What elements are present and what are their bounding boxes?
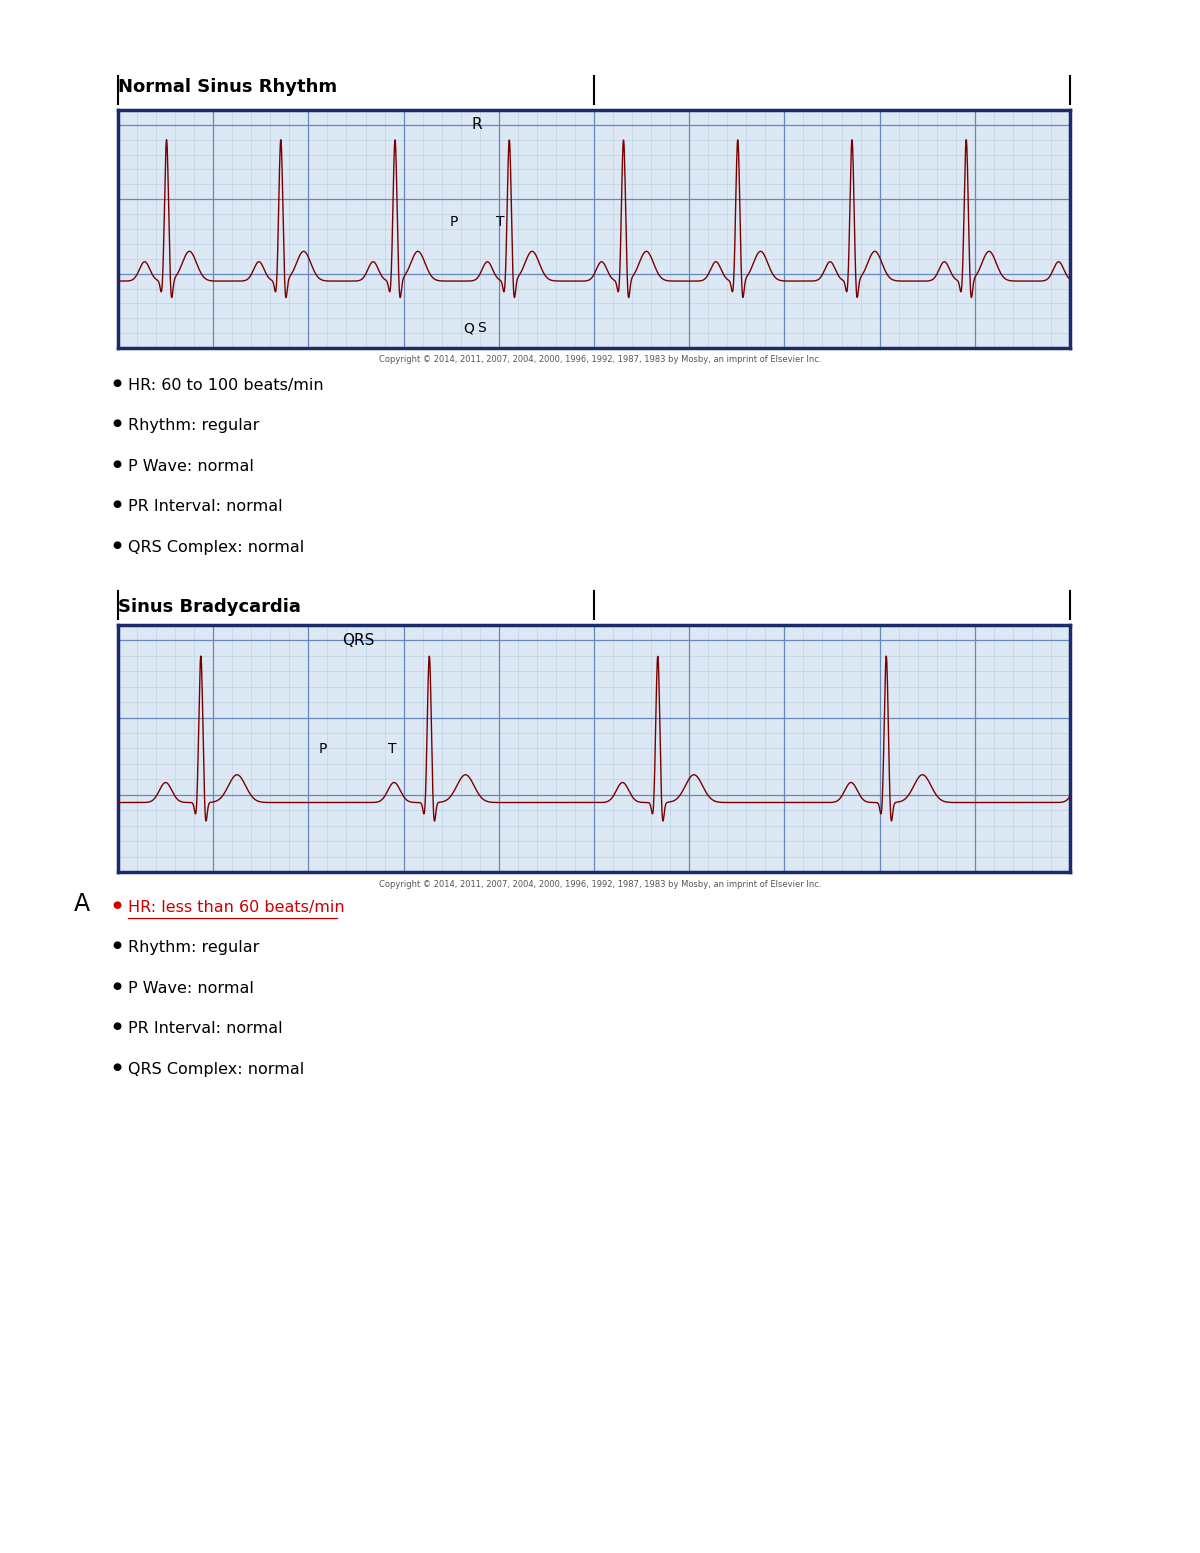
Text: ●: ● [112, 1062, 121, 1072]
Text: QRS: QRS [342, 634, 374, 648]
Text: ●: ● [112, 377, 121, 388]
Text: Rhythm: regular: Rhythm: regular [127, 418, 259, 433]
Text: ●: ● [112, 418, 121, 429]
Text: ●: ● [112, 458, 121, 469]
Text: HR: less than 60 beats/min: HR: less than 60 beats/min [127, 901, 344, 915]
Text: P Wave: normal: P Wave: normal [127, 458, 253, 474]
Text: Rhythm: regular: Rhythm: regular [127, 941, 259, 955]
Text: R: R [472, 118, 482, 132]
Text: ●: ● [112, 981, 121, 991]
Text: Sinus Bradycardia: Sinus Bradycardia [118, 598, 301, 617]
Text: ●: ● [112, 539, 121, 550]
Text: T: T [496, 214, 504, 228]
Text: S: S [478, 321, 486, 335]
Text: P: P [318, 742, 326, 756]
Text: Copyright © 2014, 2011, 2007, 2004, 2000, 1996, 1992, 1987, 1983 by Mosby, an im: Copyright © 2014, 2011, 2007, 2004, 2000… [379, 881, 821, 888]
Text: Normal Sinus Rhythm: Normal Sinus Rhythm [118, 78, 337, 96]
Text: A: A [73, 891, 90, 916]
Text: HR: 60 to 100 beats/min: HR: 60 to 100 beats/min [127, 377, 323, 393]
Text: ●: ● [112, 941, 121, 950]
Text: Copyright © 2014, 2011, 2007, 2004, 2000, 1996, 1992, 1987, 1983 by Mosby, an im: Copyright © 2014, 2011, 2007, 2004, 2000… [379, 356, 821, 363]
Text: ●: ● [112, 901, 121, 910]
Text: Q: Q [463, 321, 474, 335]
Text: P Wave: normal: P Wave: normal [127, 981, 253, 995]
Text: QRS Complex: normal: QRS Complex: normal [127, 539, 304, 554]
Text: T: T [388, 742, 396, 756]
Text: ●: ● [112, 1022, 121, 1031]
Text: ●: ● [112, 499, 121, 509]
Text: P: P [450, 214, 458, 228]
Text: PR Interval: normal: PR Interval: normal [127, 499, 282, 514]
Text: QRS Complex: normal: QRS Complex: normal [127, 1062, 304, 1076]
Text: PR Interval: normal: PR Interval: normal [127, 1022, 282, 1036]
